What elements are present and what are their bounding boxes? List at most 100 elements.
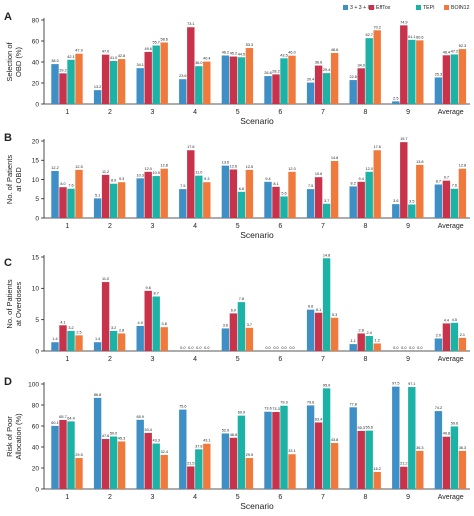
- data-label: 48.6: [331, 48, 338, 52]
- x-tick-label: 3: [151, 109, 155, 116]
- x-axis-label: Scenario: [240, 230, 274, 240]
- data-label: 2.5: [76, 330, 81, 334]
- data-label: 47.9: [75, 49, 82, 53]
- data-label: 60.6: [416, 35, 423, 39]
- bar: [306, 189, 315, 218]
- bar: [195, 66, 203, 104]
- legend-label: 3 + 3 + CE: [350, 5, 375, 11]
- data-label: 0.0: [289, 346, 294, 350]
- bar: [408, 387, 416, 489]
- y-axis-label-line: Risk of Poor: [5, 416, 14, 457]
- y-tick-label: 100: [28, 381, 39, 388]
- data-label: 75.6: [179, 405, 186, 409]
- bar: [416, 40, 424, 104]
- bar: [152, 176, 160, 218]
- data-label: 6.8: [239, 187, 244, 191]
- bar: [458, 450, 467, 489]
- bar: [117, 182, 126, 218]
- y-tick-label: 20: [32, 80, 40, 87]
- data-label: 2.8: [359, 328, 364, 332]
- data-label: 12.2: [51, 166, 58, 170]
- data-label: 23.6: [179, 74, 186, 78]
- data-label: 2.1: [460, 333, 465, 337]
- bar: [237, 57, 246, 104]
- bar: [160, 454, 168, 489]
- data-label: 53.4: [145, 428, 152, 432]
- legend-swatch: [369, 5, 374, 10]
- x-tick-label: 5: [236, 223, 240, 230]
- data-label: 43.1: [203, 439, 210, 443]
- bar: [187, 27, 195, 104]
- x-tick-label: 4: [193, 494, 197, 501]
- x-tick-label: 4: [193, 223, 197, 230]
- legend-label: BOIN12: [451, 5, 470, 11]
- bar: [75, 169, 83, 218]
- bar: [187, 466, 195, 489]
- bar: [280, 58, 288, 104]
- bar: [109, 330, 118, 351]
- data-label: 63.4: [315, 417, 322, 421]
- bar: [160, 327, 168, 351]
- data-label: 29.4: [323, 68, 330, 72]
- data-label: 17.6: [187, 145, 194, 149]
- data-label: 8.0: [60, 182, 65, 186]
- bar: [203, 61, 211, 104]
- bar: [152, 45, 160, 104]
- bar: [400, 25, 408, 105]
- data-label: 9.4: [359, 177, 364, 181]
- data-label: 21.5: [187, 461, 194, 465]
- bar: [109, 436, 118, 489]
- data-label: 45.2: [230, 52, 237, 56]
- bar: [458, 337, 467, 351]
- data-label: 97.5: [392, 382, 399, 386]
- data-label: 64.4: [67, 416, 74, 420]
- data-label: 45.3: [118, 436, 125, 440]
- y-axis-label: Selection ofOBD (%): [5, 41, 23, 81]
- bar: [237, 302, 246, 351]
- bar: [288, 454, 296, 489]
- data-label: 6.0: [231, 308, 236, 312]
- data-label: 59.6: [451, 421, 458, 425]
- data-label: 36.6: [315, 61, 322, 65]
- bar: [357, 181, 365, 218]
- bar: [245, 48, 254, 104]
- data-label: 12.8: [161, 164, 168, 168]
- bar: [330, 52, 339, 104]
- bar: [434, 411, 443, 489]
- y-axis-label-line: No. of Patients: [5, 279, 14, 328]
- data-label: 86.8: [94, 393, 101, 397]
- bar: [322, 203, 331, 218]
- data-label: 49.8: [443, 432, 450, 436]
- x-tick-label: 8: [364, 223, 368, 230]
- bar: [306, 82, 315, 104]
- data-label: 46.0: [288, 51, 295, 55]
- bar: [160, 168, 168, 218]
- y-axis-label: No. of Patientsat Overdoses: [5, 279, 23, 328]
- bar: [408, 204, 416, 218]
- data-label: 43.3: [153, 439, 160, 443]
- data-label: 38.0: [51, 59, 58, 63]
- data-label: 8.1: [273, 182, 278, 186]
- data-label: 40.4: [203, 57, 210, 61]
- x-tick-label: 5: [236, 109, 240, 116]
- data-label: 0.0: [401, 346, 406, 350]
- data-label: 0.0: [417, 346, 422, 350]
- bar: [117, 59, 126, 104]
- bar: [229, 169, 238, 218]
- bar: [109, 183, 118, 218]
- legend-swatch: [343, 5, 348, 10]
- y-tick-label: 10: [32, 177, 40, 184]
- bar: [349, 80, 357, 104]
- data-label: 13.6: [222, 161, 229, 165]
- data-label: 44.5: [238, 52, 245, 56]
- y-tick-label: 0: [35, 486, 39, 493]
- data-label: 8.2: [351, 181, 356, 185]
- panel-letter: A: [4, 11, 12, 23]
- y-tick-label: 0: [35, 215, 39, 222]
- data-label: 77.8: [350, 402, 357, 406]
- bar: [59, 187, 67, 218]
- data-label: 0.0: [409, 346, 414, 350]
- data-label: 60.1: [51, 421, 58, 425]
- data-label: 2.8: [119, 328, 124, 332]
